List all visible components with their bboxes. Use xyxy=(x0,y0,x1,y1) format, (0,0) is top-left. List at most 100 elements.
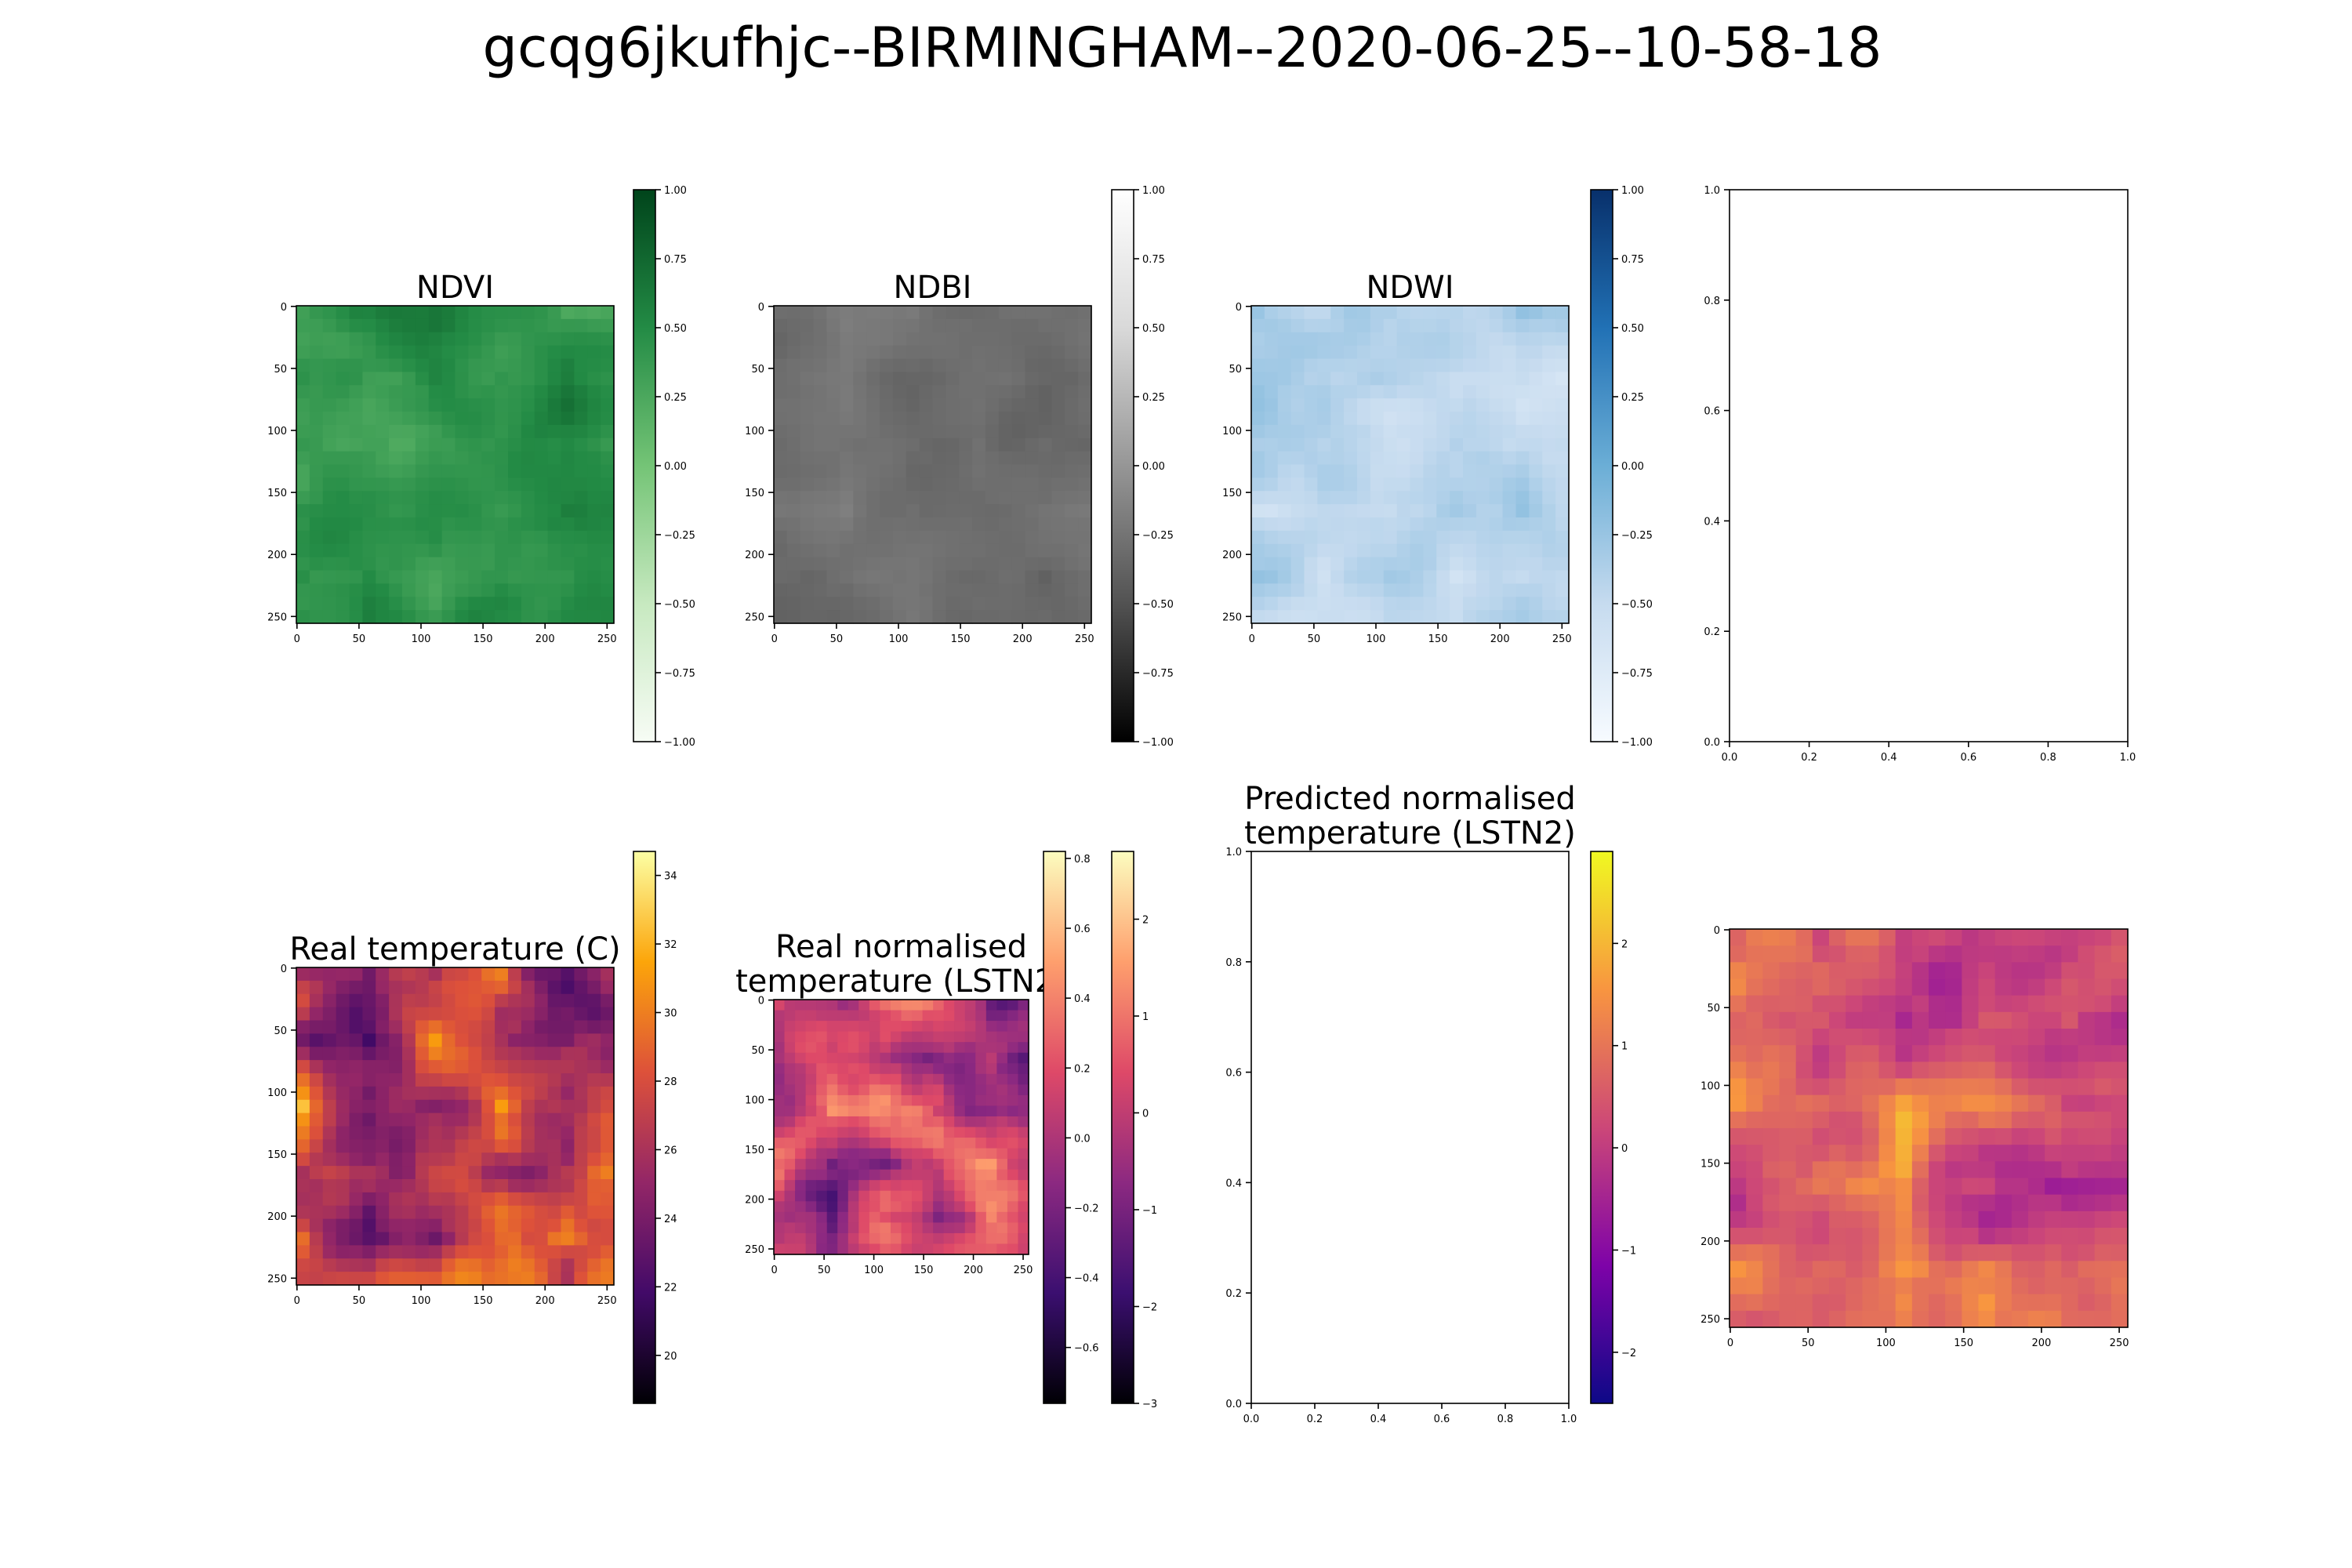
image-cell xyxy=(587,1126,601,1140)
image-cell xyxy=(998,332,1013,347)
image-cell xyxy=(322,517,337,532)
image-cell xyxy=(837,1138,849,1149)
image-cell xyxy=(853,318,867,333)
image-cell xyxy=(1396,597,1411,611)
image-cell xyxy=(866,437,880,452)
image-cell xyxy=(1051,491,1065,505)
image-cell xyxy=(362,412,376,426)
image-cell xyxy=(1007,1063,1019,1075)
image-cell xyxy=(1317,358,1331,372)
image-cell xyxy=(1994,1011,2013,1029)
image-cell xyxy=(1065,597,1079,611)
image-cell xyxy=(985,1211,997,1223)
image-cell xyxy=(933,1138,945,1149)
image-cell xyxy=(534,451,549,466)
image-cell xyxy=(1436,424,1450,439)
image-cell xyxy=(481,530,495,545)
image-cell xyxy=(866,332,880,347)
image-cell xyxy=(1795,1228,1813,1245)
image-cell xyxy=(1277,306,1292,320)
image-cell xyxy=(2061,1310,2079,1328)
image-cell xyxy=(415,477,430,492)
image-cell xyxy=(1779,1128,1797,1145)
image-cell xyxy=(1065,504,1079,518)
image-cell xyxy=(1475,517,1490,532)
image-cell xyxy=(858,1159,870,1171)
image-cell xyxy=(954,1211,966,1223)
image-cell xyxy=(2028,1277,2045,1295)
image-cell xyxy=(1978,1194,1996,1212)
image-cell xyxy=(441,1232,456,1246)
image-cell xyxy=(1011,358,1026,372)
image-cell xyxy=(349,570,363,584)
colorbar-tick-label: 0.00 xyxy=(1621,461,1644,473)
image-cell xyxy=(1317,451,1331,466)
image-cell xyxy=(402,464,416,478)
image-cell xyxy=(1945,1310,1962,1328)
image-cell xyxy=(1911,1178,1929,1196)
image-cell xyxy=(322,967,337,982)
image-cell xyxy=(1929,1294,1946,1312)
image-cell xyxy=(1370,318,1385,333)
image-cell xyxy=(901,1127,913,1138)
image-cell xyxy=(1795,929,1813,946)
image-cell xyxy=(880,451,894,466)
image-cell xyxy=(547,1258,562,1272)
image-cell xyxy=(2094,1011,2112,1029)
image-cell xyxy=(601,451,615,466)
image-cell xyxy=(376,1192,390,1207)
image-cell xyxy=(1018,1232,1029,1245)
image-cell xyxy=(1730,1178,1747,1196)
image-cell xyxy=(1317,583,1331,597)
image-cell xyxy=(922,1169,934,1181)
image-cell xyxy=(919,318,934,333)
x-tick-label: 250 xyxy=(597,633,617,645)
image-cell xyxy=(826,1138,838,1149)
image-cell xyxy=(468,424,482,439)
image-cell xyxy=(919,398,934,412)
image-cell xyxy=(1846,1244,1863,1261)
image-cell xyxy=(972,597,986,611)
image-cell xyxy=(1795,1045,1813,1062)
image-cell xyxy=(574,543,588,558)
image-cell xyxy=(1396,557,1411,572)
image-cell xyxy=(1730,1210,1747,1229)
image-cell xyxy=(943,1052,955,1064)
image-cell xyxy=(508,967,522,982)
image-cell xyxy=(932,610,946,624)
image-cell xyxy=(1895,929,1913,946)
image-cell xyxy=(574,1192,588,1207)
image-cell xyxy=(587,570,601,584)
image-cell xyxy=(561,1060,575,1074)
image-cell xyxy=(428,1033,443,1047)
image-cell xyxy=(840,372,854,386)
image-cell xyxy=(1065,583,1079,597)
image-cell xyxy=(376,583,390,597)
image-cell xyxy=(1383,332,1398,347)
image-cell xyxy=(1730,1111,1747,1129)
image-cell xyxy=(402,530,416,545)
image-cell xyxy=(774,570,788,584)
image-cell xyxy=(1929,1094,1946,1112)
image-cell xyxy=(786,597,801,611)
image-cell xyxy=(547,980,562,995)
image-cell xyxy=(1410,437,1424,452)
image-cell xyxy=(1895,1111,1913,1129)
image-cell xyxy=(587,583,601,597)
image-cell xyxy=(349,385,363,399)
image-cell xyxy=(813,332,828,347)
image-cell xyxy=(336,504,350,518)
image-cell xyxy=(1370,530,1385,545)
image-cell xyxy=(1450,437,1464,452)
image-cell xyxy=(1018,1042,1029,1054)
image-cell xyxy=(1051,437,1065,452)
image-cell xyxy=(964,1138,976,1149)
image-cell xyxy=(389,464,403,478)
image-cell xyxy=(985,1084,997,1096)
image-cell xyxy=(1846,1128,1863,1145)
image-cell xyxy=(826,610,840,624)
image-cell xyxy=(508,1205,522,1220)
image-cell xyxy=(481,1192,495,1207)
image-cell xyxy=(1529,345,1543,360)
image-cell xyxy=(428,583,443,597)
